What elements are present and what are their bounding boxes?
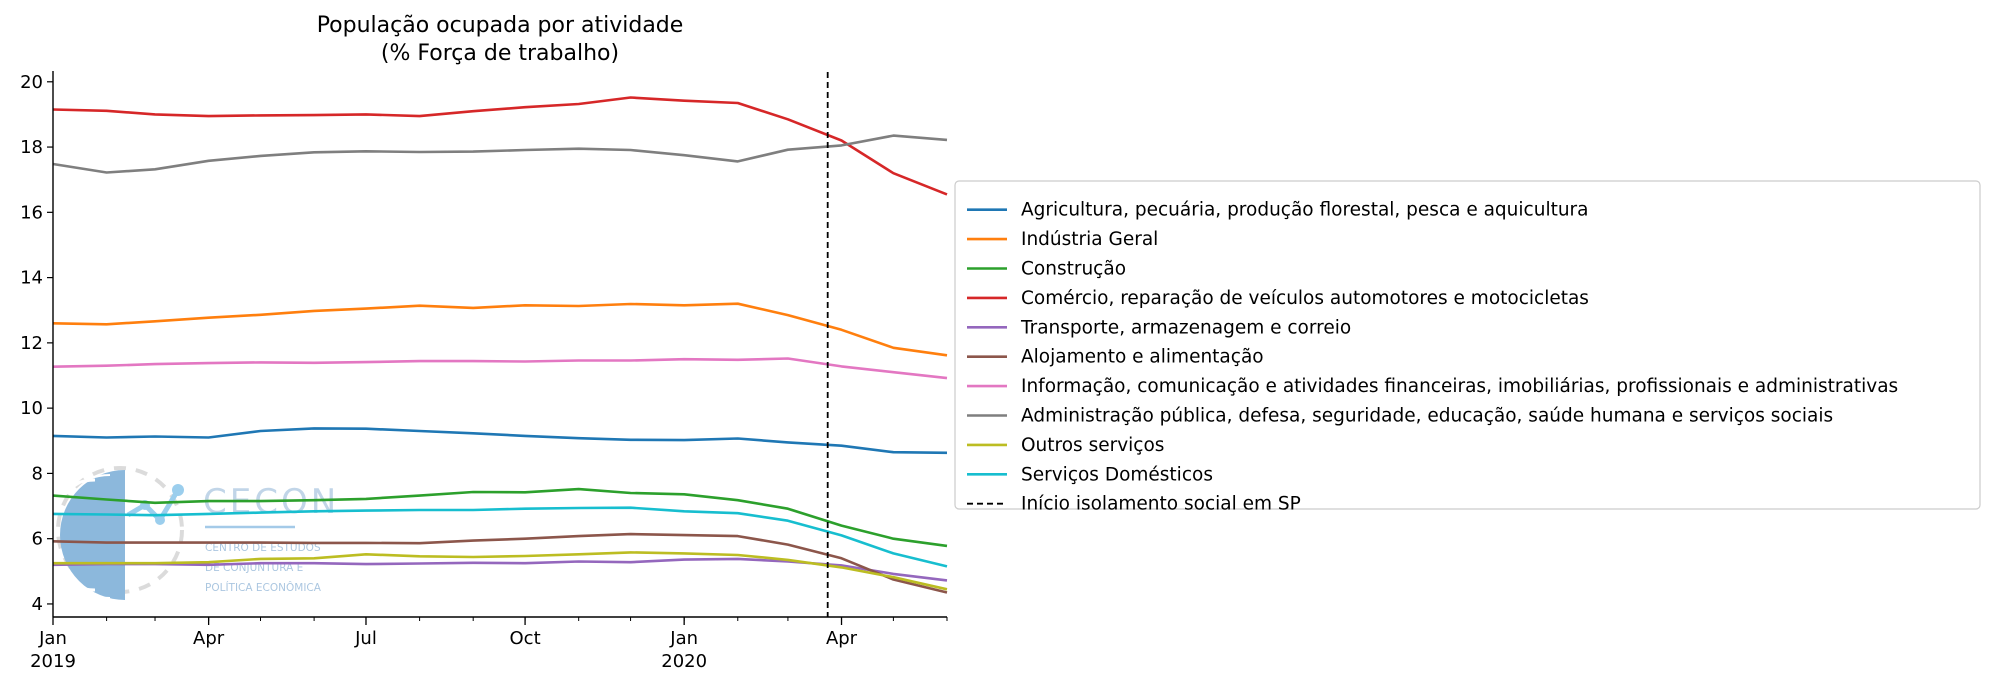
chart-title-line-1: População ocupada por atividade [317,13,684,38]
series-line-9 [53,551,948,591]
logo-subline-3: POLÍTICA ECONÔMICA [205,581,322,594]
y-tick-label: 4 [32,594,43,615]
x-tick-year-label: 2019 [30,651,76,672]
x-tick-year-label: 2020 [661,651,707,672]
legend-label-3: Construção [1021,259,1126,280]
legend-label-6: Alojamento e alimentação [1021,347,1264,368]
y-tick-label: 12 [20,333,43,354]
series-line-2 [52,302,948,357]
legend-label-7: Informação, comunicação e atividades fin… [1021,376,1898,397]
series-line-6 [52,532,948,594]
legend-label-2: Indústria Geral [1021,229,1158,250]
chart-title: População ocupada por atividade (% Força… [317,13,684,66]
legend: Agricultura, pecuária, produção floresta… [954,180,1981,515]
y-tick-label: 14 [20,268,43,289]
x-tick-label: Apr [193,628,225,649]
y-tick-label: 8 [32,463,43,484]
series-line-4 [52,96,948,196]
x-tick-label: Oct [510,628,541,649]
chart-title-line-2: (% Força de trabalho) [381,41,619,66]
y-tick-label: 16 [20,202,43,223]
series-line-7 [52,357,948,380]
y-tick-label: 6 [32,529,43,550]
x-tick-label: Jan [669,628,698,649]
legend-label-5: Transporte, armazenagem e correio [1020,317,1351,338]
y-tick-label: 18 [20,137,43,158]
plot-area [52,72,948,617]
legend-label-1: Agricultura, pecuária, produção floresta… [1021,200,1589,221]
x-tick-label: Apr [826,628,858,649]
y-tick-label: 10 [20,398,43,419]
cecon-logo: CECON CENTRO DE ESTUDOS DE CONJUNTURA E … [38,466,336,600]
series-line-1 [52,427,948,455]
legend-label-10: Serviços Domésticos [1021,464,1213,485]
series-line-3 [52,487,948,548]
y-tick-label: 20 [20,72,43,93]
x-tick-label: Jul [354,628,377,649]
legend-label-4: Comércio, reparação de veículos automoto… [1021,288,1589,309]
series-line-10 [52,506,948,568]
x-tick-label: Jan [38,628,67,649]
legend-label-11: Início isolamento social em SP [1021,494,1301,515]
legend-box [954,180,1981,510]
legend-label-8: Administração pública, defesa, seguridad… [1021,406,1833,427]
series-line-8 [52,134,948,174]
logo-subline-1: CENTRO DE ESTUDOS [205,542,321,554]
legend-label-9: Outros serviços [1021,435,1164,456]
